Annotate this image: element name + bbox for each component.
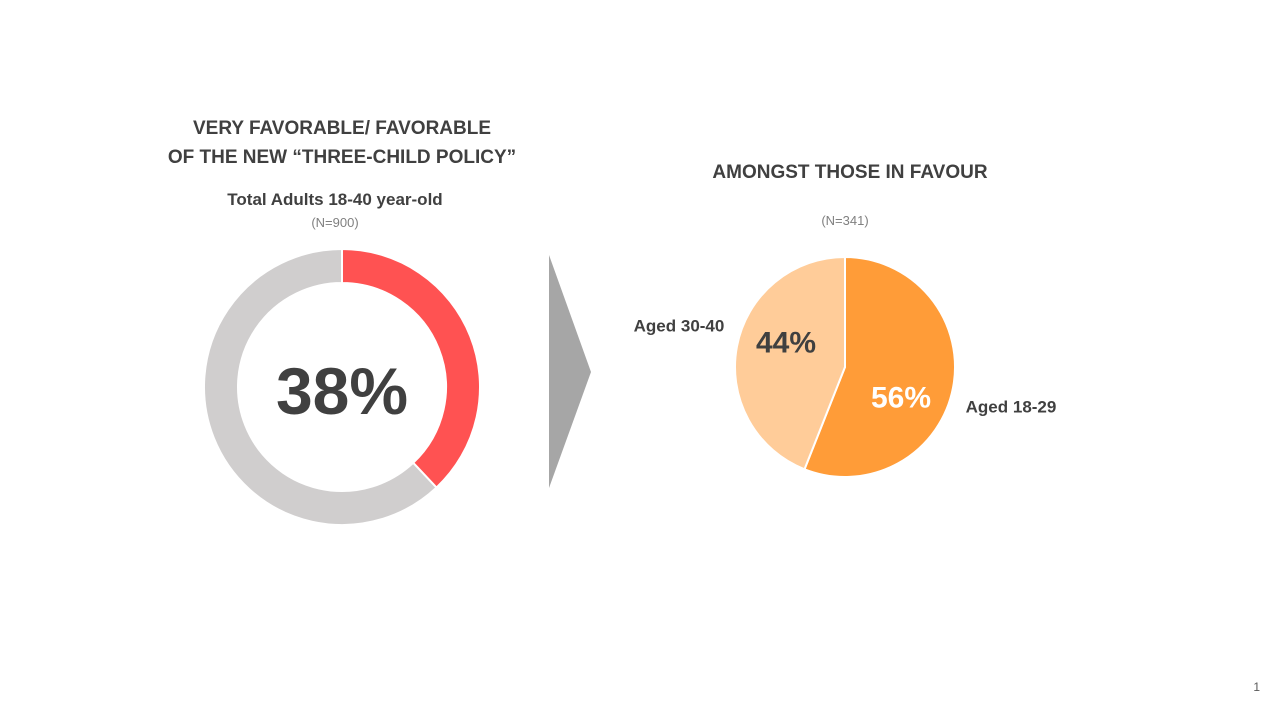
right-chart-sample-size: (N=341) (821, 213, 869, 228)
left-chart-title-line1: VERY FAVORABLE/ FAVORABLE (192, 118, 492, 139)
pie-slice-aged-18-29 (803, 255, 956, 478)
page-number: 1 (1253, 680, 1260, 694)
left-chart-subtitle: Total Adults 18-40 year-old (227, 190, 443, 209)
left-chart-title-line2: OF THE NEW “THREE-CHILD POLICY” (167, 147, 517, 168)
pie-slice1-category-label: Aged 18-29 (966, 398, 1057, 417)
donut-segment-rest (203, 247, 438, 526)
pie-slice-aged-30-40 (734, 255, 846, 471)
chevron-right-icon (549, 255, 591, 488)
left-chart-title: VERY FAVORABLE/ FAVORABLE OF THE NEW “TH… (142, 114, 542, 172)
pie-slice1-value-label: 56% (871, 382, 931, 415)
pie-slice2-value-label: 44% (756, 327, 816, 360)
left-chart-sample-size: (N=900) (311, 215, 359, 230)
pie-chart (734, 255, 956, 478)
donut-center-label: 38% (276, 354, 408, 428)
right-chart-title: AMONGST THOSE IN FAVOUR (712, 162, 988, 183)
donut-chart (203, 247, 481, 526)
pie-slice2-category-label: Aged 30-40 (634, 317, 725, 336)
